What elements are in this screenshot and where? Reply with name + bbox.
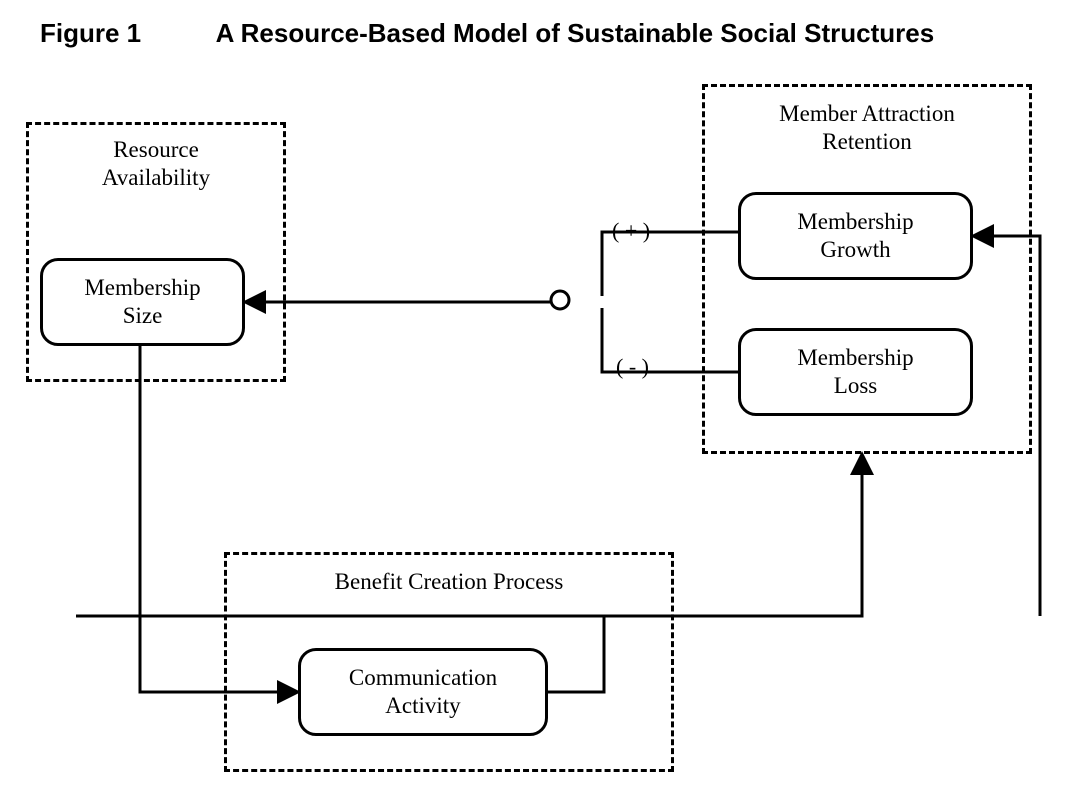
figure-title: Figure 1 A Resource-Based Model of Susta… [40, 18, 1040, 49]
node-membership-loss: MembershipLoss [738, 328, 973, 416]
figure-number: Figure 1 [40, 18, 141, 49]
node-membership-size: MembershipSize [40, 258, 245, 346]
group-attraction-label: Member AttractionRetention [732, 100, 1002, 155]
sign-plus: ( + ) [612, 218, 650, 244]
sign-minus: ( - ) [616, 354, 649, 380]
node-communication-activity: CommunicationActivity [298, 648, 548, 736]
group-benefit-label: Benefit Creation Process [254, 568, 644, 596]
node-membership-growth: MembershipGrowth [738, 192, 973, 280]
group-resource-label: ResourceAvailability [56, 136, 256, 191]
junction-circle-icon [551, 291, 569, 309]
figure-heading: A Resource-Based Model of Sustainable So… [216, 18, 935, 49]
